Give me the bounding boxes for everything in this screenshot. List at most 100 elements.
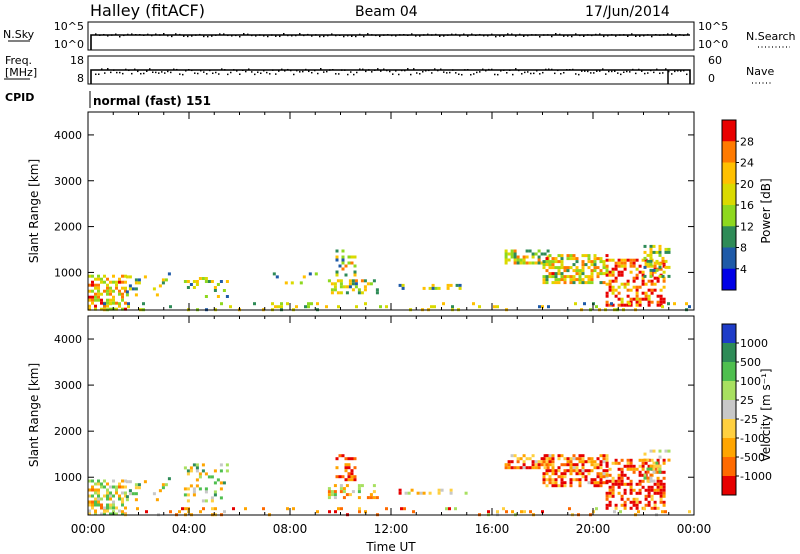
echo-cell (620, 470, 624, 474)
echo-cell (347, 472, 351, 476)
echo-cell (112, 298, 115, 302)
echo-cell (118, 509, 121, 513)
echo-cell (538, 305, 541, 309)
nave-dot (380, 70, 382, 72)
echo-cell (210, 499, 214, 503)
nsky-dot (203, 35, 205, 38)
echo-cell (350, 475, 354, 479)
echo-cell (121, 512, 124, 516)
nave-dot (674, 70, 676, 73)
echo-cell (112, 274, 115, 278)
echo-cell (189, 469, 193, 473)
echo-cell (354, 282, 358, 286)
nave-dot (656, 68, 658, 71)
echo-cell (638, 300, 642, 304)
echo-cell (100, 301, 103, 305)
echo-cell (656, 294, 660, 298)
echo-cell (124, 491, 127, 495)
nave-dot (554, 72, 556, 75)
nave-dot (347, 73, 349, 76)
echo-cell (97, 295, 100, 299)
echo-cell (335, 258, 339, 262)
nave-dot (242, 69, 244, 72)
echo-cell (581, 472, 585, 476)
echo-cell (100, 512, 103, 516)
echo-cell (546, 466, 550, 470)
echo-cell (644, 297, 648, 301)
echo-cell (617, 270, 621, 274)
colorbar-tick-label: 25 (740, 394, 754, 407)
echo-cell (350, 478, 354, 482)
echo-cell (112, 503, 115, 507)
echo-cell (646, 470, 650, 474)
nave-dot (623, 71, 625, 73)
echo-cell (106, 488, 109, 492)
echo-cell (656, 479, 660, 483)
echo-cell (137, 486, 141, 490)
nave-dot (611, 70, 613, 73)
cpid-value: normal (fast) 151 (93, 94, 211, 108)
echo-cell (124, 280, 127, 284)
echo-cell (569, 460, 573, 464)
echo-cell (529, 510, 532, 514)
echo-cell (650, 458, 654, 462)
echo-cell (629, 500, 633, 504)
echo-cell (655, 464, 659, 468)
echo-cell (599, 463, 603, 467)
echo-cell (97, 488, 100, 492)
echo-cell (560, 475, 564, 479)
echo-cell (220, 302, 223, 306)
echo-cell (543, 252, 547, 256)
echo-cell (557, 281, 561, 285)
echo-cell (407, 491, 411, 495)
echo-cell (574, 302, 577, 306)
nsky-dot (207, 35, 209, 38)
nsky-dot (407, 34, 409, 36)
echo-cell (155, 498, 159, 502)
echo-cell (445, 507, 448, 511)
echo-cell (662, 297, 666, 301)
echo-cell (335, 466, 339, 470)
echo-cell (339, 484, 343, 488)
echo-cell (103, 506, 106, 510)
echo-cell (103, 274, 106, 278)
echo-cell (635, 276, 639, 280)
echo-cell (350, 469, 354, 473)
echo-cell (551, 272, 555, 276)
echo-cell (164, 483, 168, 487)
echo-cell (106, 298, 109, 302)
echo-cell (446, 286, 450, 290)
echo-cell (650, 497, 654, 501)
nave-dot (245, 70, 247, 73)
echo-cell (626, 464, 630, 468)
echo-cell (451, 305, 454, 309)
echo-cell (131, 492, 135, 496)
nsky-dot (399, 34, 401, 36)
echo-cell (551, 478, 555, 482)
echo-cell (620, 261, 624, 265)
echo-cell (431, 286, 435, 290)
echo-cell (213, 493, 217, 497)
nave-dot (686, 73, 688, 76)
velocity-x-axis: 00:00 04:00 08:00 12:00 16:00 20:00 00:00 (71, 316, 711, 536)
echo-cell (659, 485, 663, 489)
echo-cell (611, 479, 615, 483)
echo-cell (531, 261, 535, 265)
nave-dot (500, 70, 502, 72)
echo-cell (623, 506, 627, 510)
echo-cell (97, 491, 100, 495)
echo-cell (137, 281, 141, 285)
echo-cell (658, 247, 662, 251)
echo-cell (653, 261, 657, 265)
echo-cell (341, 258, 345, 262)
colorbar-tick-label: 500 (740, 356, 761, 369)
echo-cell (658, 467, 662, 471)
echo-cell (304, 305, 307, 309)
echo-cell (91, 280, 94, 284)
echo-cell (647, 300, 651, 304)
echo-cell (664, 449, 668, 453)
echo-cell (575, 260, 579, 264)
nave-dot (458, 73, 460, 76)
nave-dot (263, 69, 265, 72)
echo-cell (330, 291, 334, 295)
